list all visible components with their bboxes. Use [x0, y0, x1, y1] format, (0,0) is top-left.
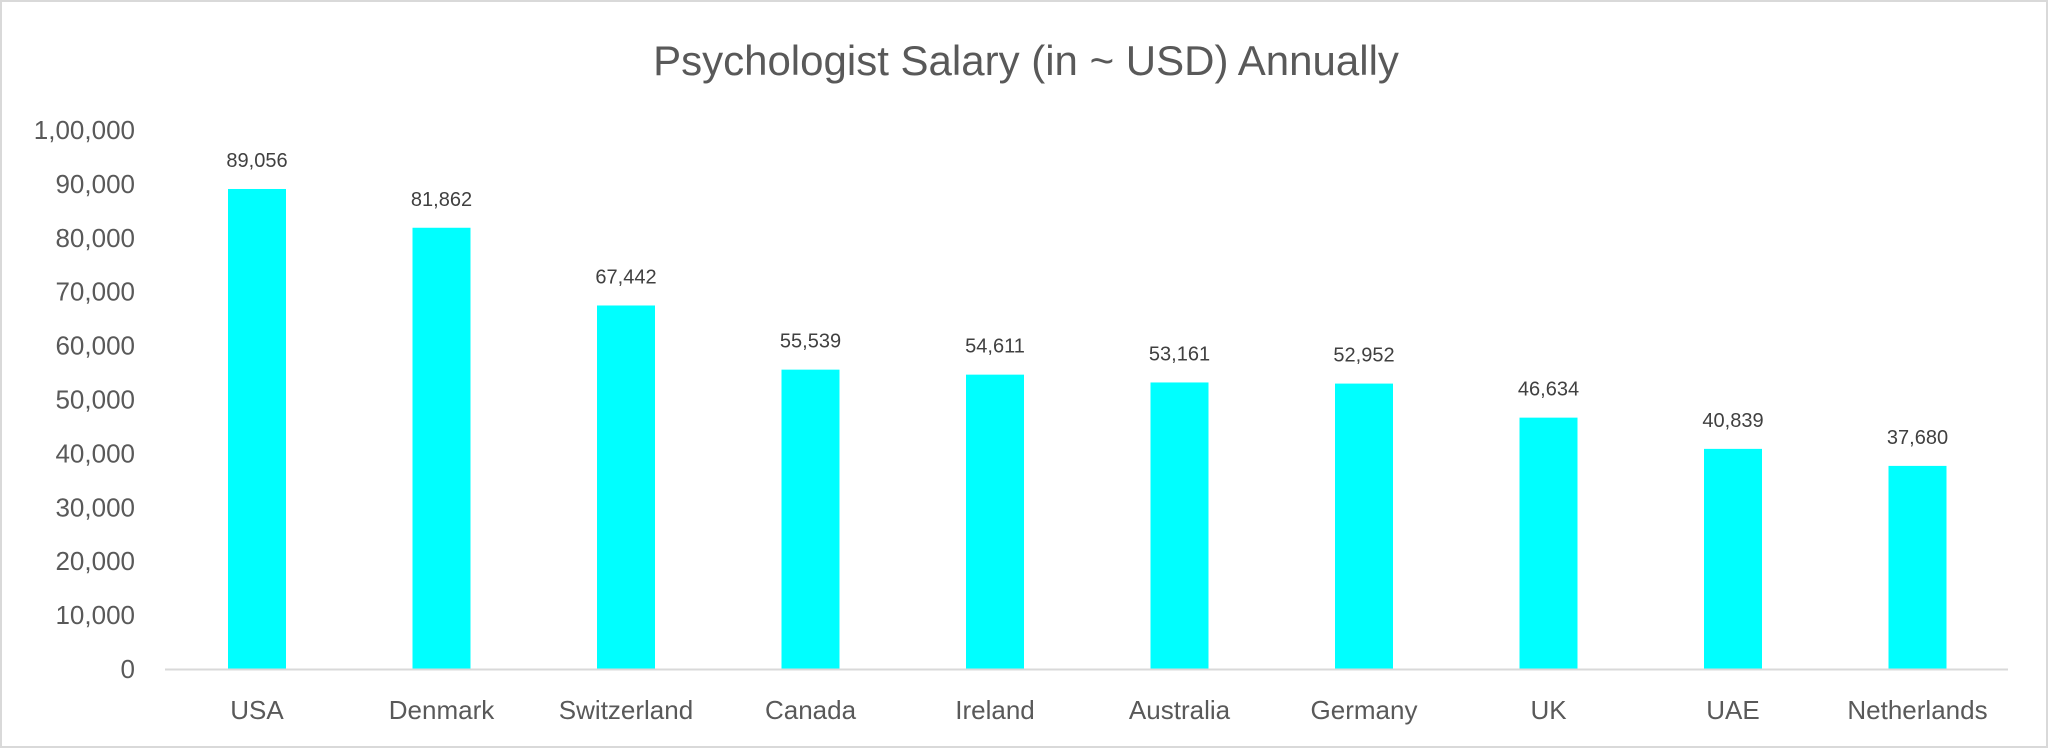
bar-denmark — [412, 227, 471, 669]
data-label: 81,862 — [411, 189, 472, 211]
x-category-label: Denmark — [389, 695, 495, 725]
bar-switzerland — [597, 305, 655, 669]
chart-title: Psychologist Salary (in ~ USD) Annually — [653, 37, 1399, 84]
y-tick-label: 50,000 — [55, 385, 135, 415]
bar-uk — [1519, 417, 1578, 669]
x-category-label: UK — [1530, 695, 1567, 725]
y-tick-label: 0 — [121, 654, 135, 684]
bar-ireland — [966, 374, 1024, 669]
x-category-label: UAE — [1706, 695, 1759, 725]
x-category-label: Netherlands — [1847, 695, 1987, 725]
y-tick-label: 60,000 — [55, 331, 135, 361]
x-category-label: Germany — [1311, 695, 1418, 725]
data-label: 52,952 — [1333, 345, 1394, 367]
y-tick-label: 40,000 — [55, 438, 135, 468]
data-label: 55,539 — [780, 331, 841, 353]
bar-australia — [1150, 382, 1209, 669]
y-tick-label: 20,000 — [55, 546, 135, 576]
y-tick-label: 30,000 — [55, 492, 135, 522]
data-label: 54,611 — [965, 336, 1025, 358]
y-tick-label: 90,000 — [55, 169, 135, 199]
bar-germany — [1335, 383, 1393, 669]
data-label: 37,680 — [1887, 427, 1948, 449]
x-category-label: USA — [230, 695, 284, 725]
bar-netherlands — [1888, 465, 1947, 669]
x-category-label: Australia — [1129, 695, 1231, 725]
data-label: 40,839 — [1702, 410, 1763, 432]
data-label: 46,634 — [1518, 379, 1579, 401]
y-tick-label: 70,000 — [55, 277, 135, 307]
x-category-label: Switzerland — [559, 695, 693, 725]
y-tick-label: 10,000 — [55, 600, 135, 630]
bar-canada — [781, 369, 840, 669]
data-label: 89,056 — [226, 150, 287, 172]
bar-uae — [1704, 448, 1762, 669]
data-label: 53,161 — [1149, 343, 1210, 365]
y-tick-label: 80,000 — [55, 223, 135, 253]
bar-usa — [228, 188, 286, 669]
data-label: 67,442 — [595, 266, 656, 288]
y-tick-label: 1,00,000 — [34, 115, 135, 145]
x-category-label: Canada — [765, 695, 857, 725]
x-category-label: Ireland — [955, 695, 1035, 725]
